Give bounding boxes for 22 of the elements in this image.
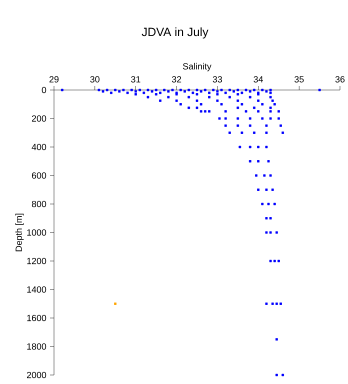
y-tick-label: 200 bbox=[32, 115, 46, 122]
y-tick-label: 1600 bbox=[27, 314, 46, 322]
y-tick-label: 1000 bbox=[27, 229, 46, 236]
x-tick-label: 31 bbox=[131, 76, 140, 82]
x-tick-label: 35 bbox=[294, 76, 304, 82]
y-tick-label: 0 bbox=[42, 86, 46, 94]
x-tick-label: 32 bbox=[172, 76, 182, 82]
x-axis-title: Salinity bbox=[182, 62, 212, 72]
chart-title: JDVA in July bbox=[142, 27, 208, 39]
y-tick-label: 600 bbox=[32, 172, 46, 179]
x-tick-label: 30 bbox=[90, 76, 100, 82]
x-tick-label: 36 bbox=[335, 76, 345, 82]
y-tick-label: 1800 bbox=[27, 343, 46, 350]
x-tick-label: 34 bbox=[254, 76, 263, 82]
x-tick-label: 29 bbox=[49, 76, 59, 82]
y-tick-label: 1200 bbox=[27, 258, 46, 264]
y-tick-label: 800 bbox=[32, 200, 46, 208]
y-axis-title: Depth [m] bbox=[15, 214, 24, 252]
y-tick-label: 2000 bbox=[26, 372, 46, 378]
y-tick-label: 1400 bbox=[27, 286, 46, 293]
x-tick-label: 33 bbox=[212, 76, 222, 82]
y-tick-label: 400 bbox=[32, 144, 46, 150]
